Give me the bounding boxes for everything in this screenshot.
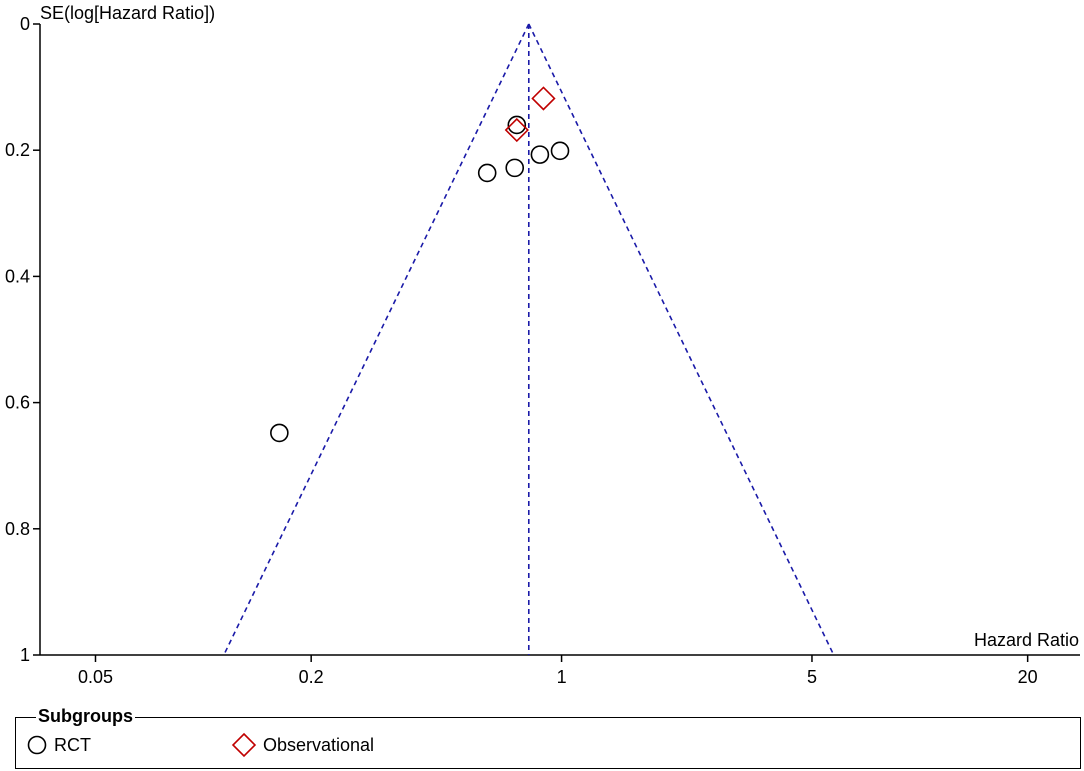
y-tick-label: 1 <box>20 645 30 665</box>
funnel-plot: 0 0.2 0.4 0.6 0.8 1 0.05 0.2 1 5 20 SE(log[Hazard … <box>5 3 1080 687</box>
x-tick-label: 1 <box>557 667 567 687</box>
rct-point <box>477 163 497 183</box>
rct-point <box>550 141 570 161</box>
observational-point <box>504 117 529 143</box>
y-tick-label: 0.8 <box>5 519 30 539</box>
y-tick-label: 0.6 <box>5 393 30 413</box>
funnel <box>223 23 835 656</box>
observational-point <box>531 86 556 111</box>
x-axis-title: Hazard Ratio <box>974 630 1079 650</box>
legend-label-observational: Observational <box>263 734 375 755</box>
x-tick-label: 0.2 <box>299 667 324 687</box>
data-points <box>270 86 570 443</box>
y-tick-label: 0.2 <box>5 140 30 160</box>
y-axis-title: SE(log[Hazard Ratio]) <box>40 3 215 23</box>
legend-item-observational: Observational <box>231 732 375 758</box>
x-tick-label: 0.05 <box>78 667 113 687</box>
axes: 0 0.2 0.4 0.6 0.8 1 0.05 0.2 1 5 20 <box>5 14 1080 687</box>
rct-point <box>505 158 525 178</box>
legend <box>15 717 1081 769</box>
y-tick-label: 0 <box>20 14 30 34</box>
y-tick-label: 0.4 <box>5 266 30 286</box>
legend-label-rct: RCT <box>54 734 91 755</box>
rct-point <box>530 145 550 164</box>
legend-title: Subgroups <box>36 706 135 726</box>
circle-marker-icon <box>27 735 47 755</box>
x-tick-label: 5 <box>807 667 817 687</box>
x-tick-label: 20 <box>1018 667 1038 687</box>
funnel-left-limit <box>223 23 530 656</box>
diamond-marker-icon <box>231 732 257 758</box>
legend-item-rct: RCT <box>26 734 91 756</box>
funnel-right-limit <box>528 23 835 656</box>
rct-point <box>507 115 527 135</box>
rct-point <box>270 423 289 443</box>
